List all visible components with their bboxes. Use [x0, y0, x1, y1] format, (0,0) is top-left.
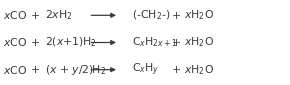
- Text: $2(\mathit{x}$+1)H$_2$: $2(\mathit{x}$+1)H$_2$: [45, 36, 97, 49]
- Text: $\mathit{x}$H$_2$O: $\mathit{x}$H$_2$O: [184, 63, 214, 77]
- Text: $\mathit{x}$CO: $\mathit{x}$CO: [3, 9, 27, 21]
- Text: $\mathit{x}$H$_2$O: $\mathit{x}$H$_2$O: [184, 36, 214, 49]
- Text: C$_\mathit{x}$H$_{2\mathit{x}+1}$: C$_\mathit{x}$H$_{2\mathit{x}+1}$: [132, 36, 177, 49]
- Text: $+$: $+$: [171, 64, 181, 75]
- Text: $2\mathit{x}$H$_2$: $2\mathit{x}$H$_2$: [45, 8, 72, 22]
- Text: $+$: $+$: [30, 10, 40, 21]
- Text: $+$: $+$: [171, 37, 181, 48]
- Text: $\mathit{x}$CO: $\mathit{x}$CO: [3, 36, 27, 49]
- Text: $(\mathit{x}$ + $\mathit{y}$/2)H$_2$: $(\mathit{x}$ + $\mathit{y}$/2)H$_2$: [45, 63, 106, 77]
- Text: $+$: $+$: [30, 37, 40, 48]
- Text: $\mathit{x}$CO: $\mathit{x}$CO: [3, 64, 27, 76]
- Text: $\mathit{x}$H$_2$O: $\mathit{x}$H$_2$O: [184, 8, 214, 22]
- Text: C$_\mathit{x}$H$_\mathit{y}$: C$_\mathit{x}$H$_\mathit{y}$: [132, 62, 159, 78]
- Text: $+$: $+$: [171, 10, 181, 21]
- Text: $+$: $+$: [30, 64, 40, 75]
- Text: (-CH$_2$-): (-CH$_2$-): [132, 8, 170, 22]
